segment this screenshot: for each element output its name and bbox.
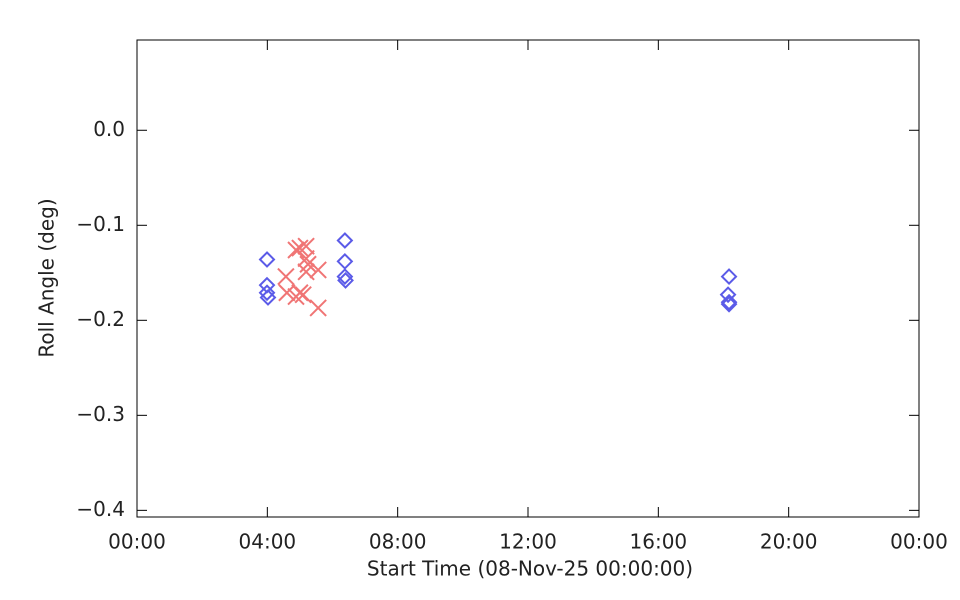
diamond-marker (336, 252, 354, 270)
x-tick-label: 00:00 (108, 530, 166, 554)
x-marker (294, 285, 312, 304)
diamond-marker (720, 268, 738, 286)
diamond-marker (337, 271, 354, 289)
y-tick-label: 0.0 (93, 117, 125, 141)
diamond-marker (719, 286, 737, 304)
x-marker (287, 241, 305, 259)
x-tick-label: 00:00 (890, 530, 948, 554)
y-tick-label: −0.1 (76, 212, 125, 236)
diamond-marker (259, 289, 277, 306)
x-tick-label: 04:00 (239, 530, 297, 554)
y-axis-label: Roll Angle (deg) (35, 198, 59, 357)
x-tick-label: 16:00 (630, 530, 688, 554)
diamond-marker (336, 268, 354, 286)
x-axis-label: Start Time (08-Nov-25 00:00:00) (367, 557, 693, 581)
plot-frame (136, 39, 920, 518)
y-tick-label: −0.3 (76, 402, 125, 426)
diamond-marker (258, 284, 276, 302)
x-tick-label: 08:00 (369, 530, 427, 554)
x-marker (278, 284, 296, 302)
diamond-marker (720, 293, 738, 311)
x-marker (309, 299, 327, 317)
diamond-marker (720, 295, 738, 313)
x-marker (277, 267, 295, 286)
x-marker (309, 261, 327, 279)
x-marker (297, 237, 315, 255)
diamond-marker (336, 232, 354, 249)
y-tick-label: −0.2 (76, 307, 125, 331)
x-tick-label: 20:00 (760, 530, 818, 554)
diamond-marker (258, 251, 276, 268)
x-marker (299, 255, 317, 273)
x-tick-label: 12:00 (499, 530, 557, 554)
x-marker (291, 239, 309, 257)
y-tick-label: −0.4 (76, 497, 125, 521)
